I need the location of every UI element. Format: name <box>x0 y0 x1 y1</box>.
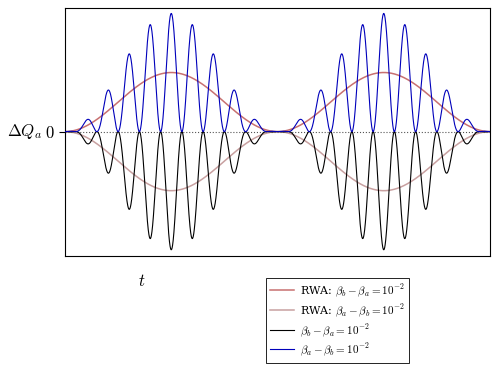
$\beta_a - \beta_b = 10^{-2}$ <box>314 103 320 107</box>
$\beta_a - \beta_b = 10^{-2}$ <box>168 11 174 16</box>
RWA: $\beta_b - \beta_a = 10^{-2}$: (39.9, 0.565): $\beta_b - \beta_a = 10^{-2}$: (39.9, 0.… <box>332 96 338 100</box>
$\beta_b - \beta_a = 10^{-2}$ <box>62 129 68 134</box>
RWA: $\beta_a - \beta_b = 10^{-2}$: (39.9, -0.565): $\beta_a - \beta_b = 10^{-2}$: (39.9, -0… <box>332 163 338 167</box>
Y-axis label: $\Delta Q_a$: $\Delta Q_a$ <box>6 122 42 141</box>
X-axis label: $t$: $t$ <box>138 273 145 290</box>
RWA: $\beta_a - \beta_b = 10^{-2}$: (0, -0): $\beta_a - \beta_b = 10^{-2}$: (0, -0) <box>62 129 68 134</box>
$\beta_a - \beta_b = 10^{-2}$ <box>332 105 338 109</box>
RWA: $\beta_b - \beta_a = 10^{-2}$: (3.16, 0.0964): $\beta_b - \beta_a = 10^{-2}$: (3.16, 0.… <box>84 124 89 128</box>
Line: RWA: $\beta_a - \beta_b = 10^{-2}$: RWA: $\beta_a - \beta_b = 10^{-2}$ <box>65 132 490 191</box>
$\beta_b - \beta_a = 10^{-2}$ <box>487 129 493 134</box>
Line: $\beta_a - \beta_b = 10^{-2}$: $\beta_a - \beta_b = 10^{-2}$ <box>65 14 490 132</box>
$\beta_a - \beta_b = 10^{-2}$ <box>216 94 222 98</box>
RWA: $\beta_b - \beta_a = 10^{-2}$: (15.7, 1): $\beta_b - \beta_a = 10^{-2}$: (15.7, 1) <box>168 70 174 75</box>
RWA: $\beta_a - \beta_b = 10^{-2}$: (3.16, -0.0964): $\beta_a - \beta_b = 10^{-2}$: (3.16, -0… <box>84 135 89 139</box>
$\beta_b - \beta_a = 10^{-2}$ <box>168 247 174 252</box>
$\beta_a - \beta_b = 10^{-2}$ <box>487 129 493 134</box>
Line: $\beta_b - \beta_a = 10^{-2}$: $\beta_b - \beta_a = 10^{-2}$ <box>65 132 490 250</box>
$\beta_a - \beta_b = 10^{-2}$ <box>62 129 68 134</box>
$\beta_a - \beta_b = 10^{-2}$ <box>377 42 383 47</box>
$\beta_a - \beta_b = 10^{-2}$ <box>84 118 89 123</box>
RWA: $\beta_a - \beta_b = 10^{-2}$: (62.8, -3.23e-20): $\beta_a - \beta_b = 10^{-2}$: (62.8, -3… <box>487 129 493 134</box>
$\beta_a - \beta_b = 10^{-2}$ <box>400 31 406 36</box>
$\beta_b - \beta_a = 10^{-2}$ <box>332 154 338 159</box>
RWA: $\beta_a - \beta_b = 10^{-2}$: (22.8, -0.58): $\beta_a - \beta_b = 10^{-2}$: (22.8, -0… <box>216 164 222 168</box>
RWA: $\beta_b - \beta_a = 10^{-2}$: (37.2, 0.298): $\beta_b - \beta_a = 10^{-2}$: (37.2, 0.… <box>314 112 320 116</box>
RWA: $\beta_a - \beta_b = 10^{-2}$: (15.7, -1): $\beta_a - \beta_b = 10^{-2}$: (15.7, -1… <box>168 188 174 193</box>
$\beta_b - \beta_a = 10^{-2}$ <box>377 217 383 221</box>
RWA: $\beta_b - \beta_a = 10^{-2}$: (49.9, 0.923): $\beta_b - \beta_a = 10^{-2}$: (49.9, 0.… <box>400 75 406 79</box>
$\beta_b - \beta_a = 10^{-2}$ <box>216 165 222 170</box>
Line: RWA: $\beta_b - \beta_a = 10^{-2}$: RWA: $\beta_b - \beta_a = 10^{-2}$ <box>65 73 490 132</box>
RWA: $\beta_b - \beta_a = 10^{-2}$: (46.6, 0.997): $\beta_b - \beta_a = 10^{-2}$: (46.6, 0.… <box>377 70 383 75</box>
RWA: $\beta_a - \beta_b = 10^{-2}$: (46.6, -0.997): $\beta_a - \beta_b = 10^{-2}$: (46.6, -0… <box>377 188 383 193</box>
Legend: RWA: $\beta_b - \beta_a = 10^{-2}$, RWA: $\beta_a - \beta_b = 10^{-2}$, $\beta_b: RWA: $\beta_b - \beta_a = 10^{-2}$, RWA:… <box>266 278 409 363</box>
$\beta_b - \beta_a = 10^{-2}$ <box>400 227 406 232</box>
RWA: $\beta_b - \beta_a = 10^{-2}$: (62.8, 3.23e-20): $\beta_b - \beta_a = 10^{-2}$: (62.8, 3.… <box>487 129 493 134</box>
RWA: $\beta_a - \beta_b = 10^{-2}$: (37.2, -0.298): $\beta_a - \beta_b = 10^{-2}$: (37.2, -0… <box>314 147 320 152</box>
RWA: $\beta_a - \beta_b = 10^{-2}$: (49.9, -0.923): $\beta_a - \beta_b = 10^{-2}$: (49.9, -0… <box>400 184 406 188</box>
RWA: $\beta_b - \beta_a = 10^{-2}$: (0, 0): $\beta_b - \beta_a = 10^{-2}$: (0, 0) <box>62 129 68 134</box>
$\beta_b - \beta_a = 10^{-2}$ <box>84 141 89 145</box>
RWA: $\beta_b - \beta_a = 10^{-2}$: (22.8, 0.58): $\beta_b - \beta_a = 10^{-2}$: (22.8, 0.… <box>216 95 222 100</box>
$\beta_b - \beta_a = 10^{-2}$ <box>314 156 320 161</box>
